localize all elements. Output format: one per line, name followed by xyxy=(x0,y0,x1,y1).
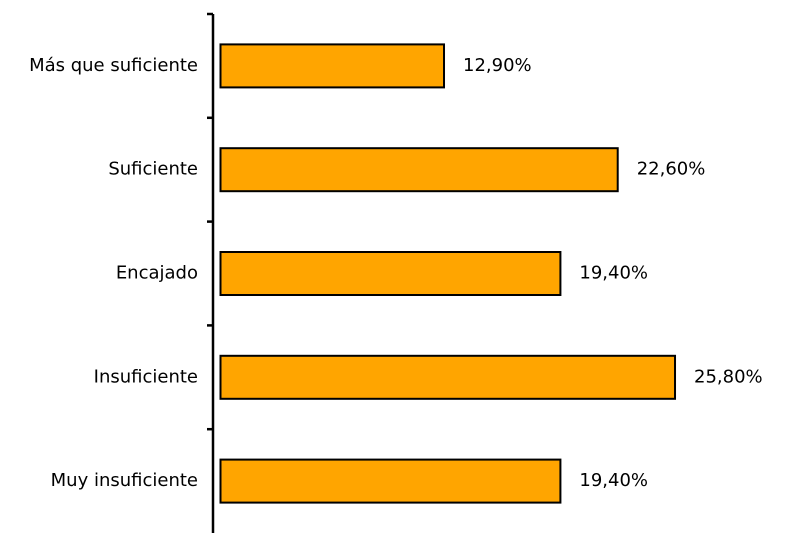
bar-2 xyxy=(219,147,619,193)
category-label-4: Insuficiente xyxy=(94,366,198,387)
bar-5 xyxy=(219,458,562,504)
category-label-5: Muy insuficiente xyxy=(51,470,198,491)
category-label-3: Encajado xyxy=(116,263,198,284)
category-label-1: Más que suficiente xyxy=(29,55,198,76)
bar-4 xyxy=(219,354,677,400)
value-label-5: 19,40% xyxy=(579,470,648,491)
value-label-3: 19,40% xyxy=(579,263,648,284)
bar-3 xyxy=(219,251,562,296)
value-label-2: 22,60% xyxy=(637,159,706,180)
value-label-4: 25,80% xyxy=(694,366,763,387)
category-label-2: Suficiente xyxy=(108,159,198,180)
value-label-1: 12,90% xyxy=(463,55,532,76)
bar-1 xyxy=(219,43,446,89)
